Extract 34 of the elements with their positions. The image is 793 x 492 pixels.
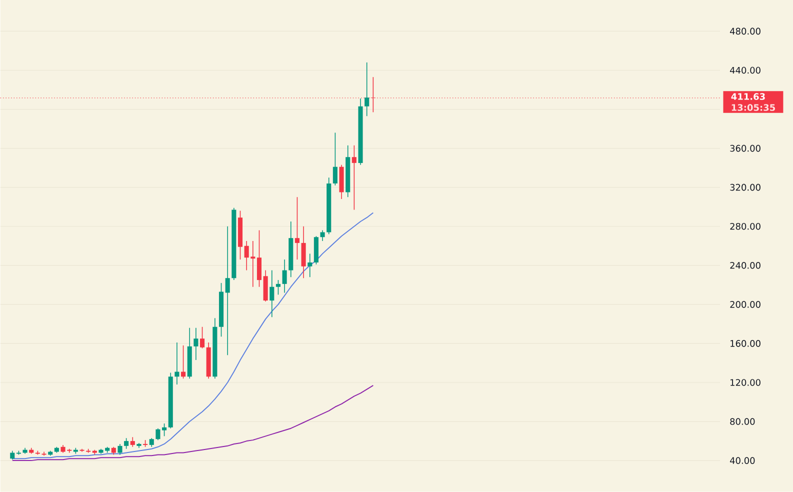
candlestick <box>320 230 325 242</box>
candlestick <box>156 428 160 441</box>
candlestick <box>308 253 312 278</box>
y-tick-label: 440.00 <box>730 66 760 74</box>
candlestick <box>352 145 356 210</box>
candlestick <box>194 328 198 361</box>
candlestick <box>332 132 338 186</box>
candlestick <box>181 345 186 380</box>
candlestick <box>301 226 306 279</box>
candlestick <box>225 226 230 356</box>
candlestick <box>270 270 274 318</box>
candlestick <box>276 280 281 296</box>
y-tick-label: 160.00 <box>730 340 760 347</box>
ref-line-label: 411.63 <box>731 93 765 100</box>
candlestick <box>124 438 129 450</box>
y-tick-label: 280.00 <box>730 223 760 230</box>
candlestick <box>162 423 167 437</box>
y-tick-label: 120.00 <box>730 379 760 386</box>
y-tick-label: 320.00 <box>730 184 760 191</box>
candlestick <box>256 230 262 288</box>
y-tick-label: 80.00 <box>730 418 755 426</box>
candlestick <box>118 444 122 456</box>
y-tick-label: 480.00 <box>730 28 760 35</box>
candlestick <box>200 326 205 349</box>
candlestick <box>282 259 287 294</box>
y-tick-label: 200.00 <box>730 301 760 308</box>
text: 13:05:35 <box>732 104 775 112</box>
candlestick <box>174 342 180 385</box>
y-tick-label: 40.00 <box>730 457 755 464</box>
y-tick-label: 240.00 <box>730 262 760 269</box>
y-tick-label: 360.00 <box>730 145 760 152</box>
candlestick <box>364 62 370 117</box>
candlestick <box>130 436 135 448</box>
candlestick <box>294 196 300 260</box>
